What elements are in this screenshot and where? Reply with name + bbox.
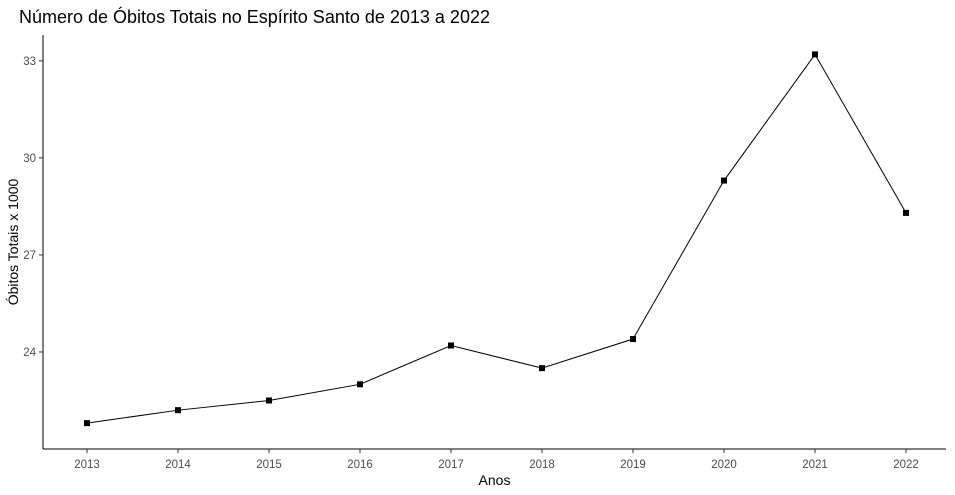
x-tick-label: 2021 (802, 459, 828, 471)
series-line (86, 53, 907, 424)
data-point (84, 420, 90, 427)
y-tick-label: 27 (23, 250, 36, 262)
data-point (357, 381, 363, 388)
x-tick-label: 2018 (529, 459, 555, 471)
y-tick-label: 24 (23, 347, 36, 359)
data-point (448, 342, 454, 349)
x-tick-label: 2017 (438, 459, 464, 471)
y-axis-title: Óbitos Totais x 1000 (5, 178, 21, 305)
data-points (84, 51, 909, 427)
x-tick-label: 2022 (893, 459, 919, 471)
data-point (630, 336, 636, 343)
plot-area: 24 27 30 33 2013 2014 2015 2016 2017 2018 2019 202… (23, 35, 946, 471)
data-point (266, 397, 272, 404)
x-tick-label: 2016 (347, 459, 373, 471)
y-axis-ticks: 24 27 30 33 (23, 56, 43, 359)
x-tick-label: 2014 (165, 459, 191, 471)
x-tick-label: 2019 (620, 459, 646, 471)
x-tick-label: 2020 (711, 459, 737, 471)
data-point (721, 177, 727, 184)
data-point (812, 51, 818, 58)
y-tick-label: 30 (23, 153, 36, 165)
chart-title: Número de Óbitos Totais no Espírito Sant… (19, 6, 490, 27)
y-tick-label: 33 (23, 56, 36, 68)
data-point (539, 365, 545, 372)
x-tick-label: 2013 (74, 459, 100, 471)
x-axis-ticks: 2013 2014 2015 2016 2017 2018 2019 2020 2021 2022 (74, 449, 919, 471)
x-axis-title: Anos (479, 472, 511, 488)
x-tick-label: 2015 (256, 459, 282, 471)
data-point (175, 407, 181, 414)
data-point (903, 209, 909, 216)
